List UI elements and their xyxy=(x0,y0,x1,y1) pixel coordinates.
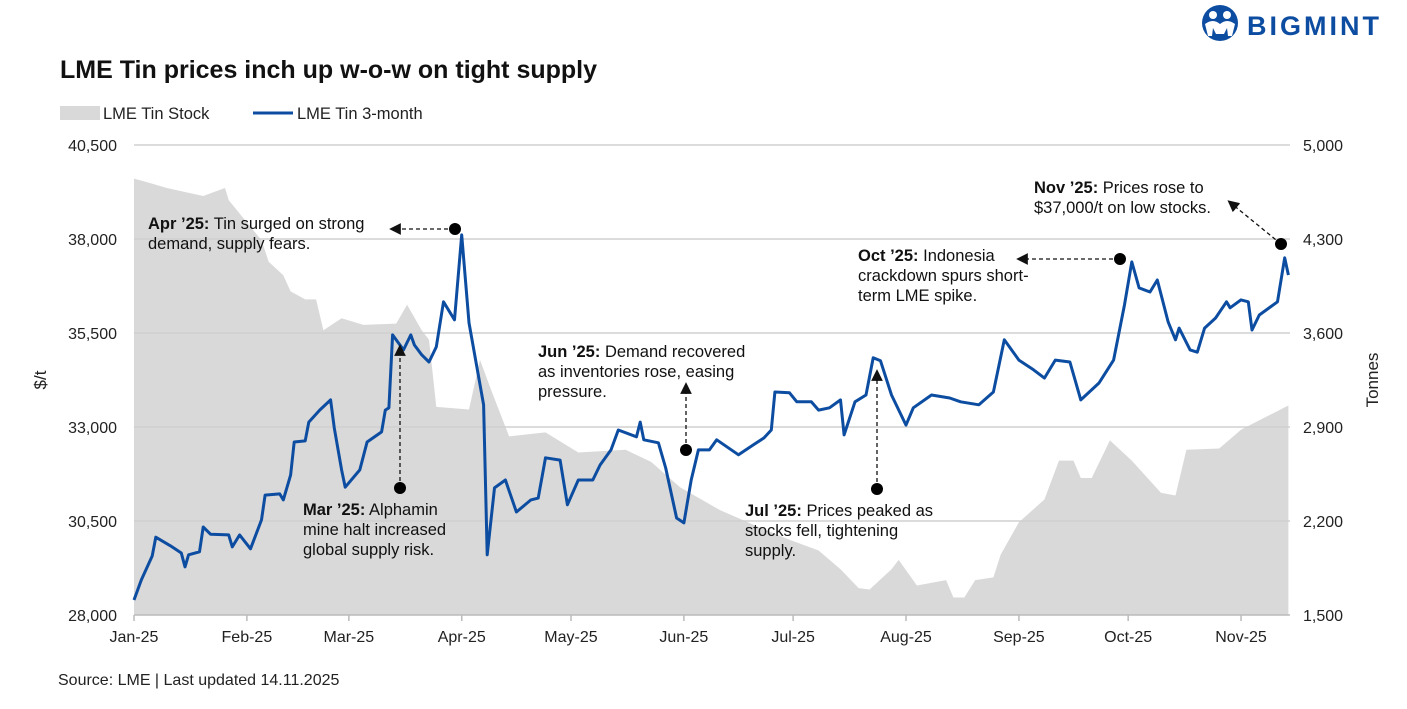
logo-text: BIGMINT xyxy=(1247,11,1382,41)
chart-title: LME Tin prices inch up w-o-w on tight su… xyxy=(60,56,597,84)
y-axis-right-label: Tonnes xyxy=(1363,353,1382,408)
annotations: Apr ’25: Tin surged on strong demand, sup… xyxy=(148,179,1287,560)
y-right-tick-label: 2,900 xyxy=(1303,420,1343,437)
annotation: Mar ’25: Alphamin mine halt increased glob… xyxy=(303,344,446,559)
y-left-tick-label: 38,000 xyxy=(68,232,117,249)
annotation-dot xyxy=(1114,253,1126,265)
y-left-tick-label: 28,000 xyxy=(68,608,117,625)
annotation-text: Oct ’25: Indonesia crackdown spurs short-… xyxy=(858,247,1029,305)
x-tick-label: Nov-25 xyxy=(1215,629,1267,646)
x-tick-label: Jul-25 xyxy=(771,629,815,646)
price-line xyxy=(132,233,1290,601)
annotation: Jul ’25: Prices peaked as stocks fell, ti… xyxy=(745,369,933,560)
legend-swatch-stock xyxy=(60,106,100,120)
legend-label-price: LME Tin 3-month xyxy=(297,105,423,123)
bigmint-logo: BIGMINT xyxy=(1202,5,1382,41)
y-right-tick-label: 1,500 xyxy=(1303,608,1343,625)
x-tick-label: Jun-25 xyxy=(659,629,708,646)
annotation-text: Jun ’25: Demand recovered as inventories … xyxy=(538,343,745,401)
y-left-tick-label: 33,000 xyxy=(68,420,117,437)
annotation: Jun ’25: Demand recovered as inventories … xyxy=(538,343,745,456)
annotation-dot xyxy=(1275,238,1287,250)
annotation-text: Jul ’25: Prices peaked as stocks fell, ti… xyxy=(745,502,933,560)
annotation: Oct ’25: Indonesia crackdown spurs short-… xyxy=(858,247,1126,305)
legend-label-stock: LME Tin Stock xyxy=(103,105,210,123)
x-tick-label: May-25 xyxy=(544,629,597,646)
x-tick-label: Aug-25 xyxy=(880,629,932,646)
x-tick-label: Feb-25 xyxy=(222,629,273,646)
x-tick-label: Oct-25 xyxy=(1104,629,1152,646)
annotation-text: Mar ’25: Alphamin mine halt increased glob… xyxy=(303,501,446,559)
x-tick-label: Jan-25 xyxy=(110,629,159,646)
x-tick-label: Sep-25 xyxy=(993,629,1045,646)
y-left-tick-label: 35,500 xyxy=(68,326,117,343)
annotation: Nov ’25: Prices rose to $37,000/t on low … xyxy=(1034,179,1287,250)
y-right-tick-label: 2,200 xyxy=(1303,514,1343,531)
y-left-tick-label: 40,500 xyxy=(68,138,117,155)
source-note: Source: LME | Last updated 14.11.2025 xyxy=(58,672,339,689)
annotation-dot xyxy=(871,483,883,495)
annotation-dot xyxy=(680,444,692,456)
stock-area xyxy=(134,178,1289,615)
y-right-tick-label: 3,600 xyxy=(1303,326,1343,343)
y-right-tick-label: 5,000 xyxy=(1303,138,1343,155)
annotation-text: Nov ’25: Prices rose to $37,000/t on low … xyxy=(1034,179,1211,217)
y-left-tick-label: 30,500 xyxy=(68,514,117,531)
x-tick-label: Mar-25 xyxy=(324,629,375,646)
annotation-dot xyxy=(449,223,461,235)
annotation-arrow xyxy=(1227,200,1282,245)
x-tick-label: Apr-25 xyxy=(438,629,486,646)
legend: LME Tin Stock LME Tin 3-month xyxy=(60,105,423,123)
y-right-tick-label: 4,300 xyxy=(1303,232,1343,249)
y-axis-left-label: $/t xyxy=(31,370,50,389)
annotation: Apr ’25: Tin surged on strong demand, sup… xyxy=(148,215,461,253)
annotation-text: Apr ’25: Tin surged on strong demand, sup… xyxy=(148,215,364,253)
annotation-dot xyxy=(394,482,406,494)
